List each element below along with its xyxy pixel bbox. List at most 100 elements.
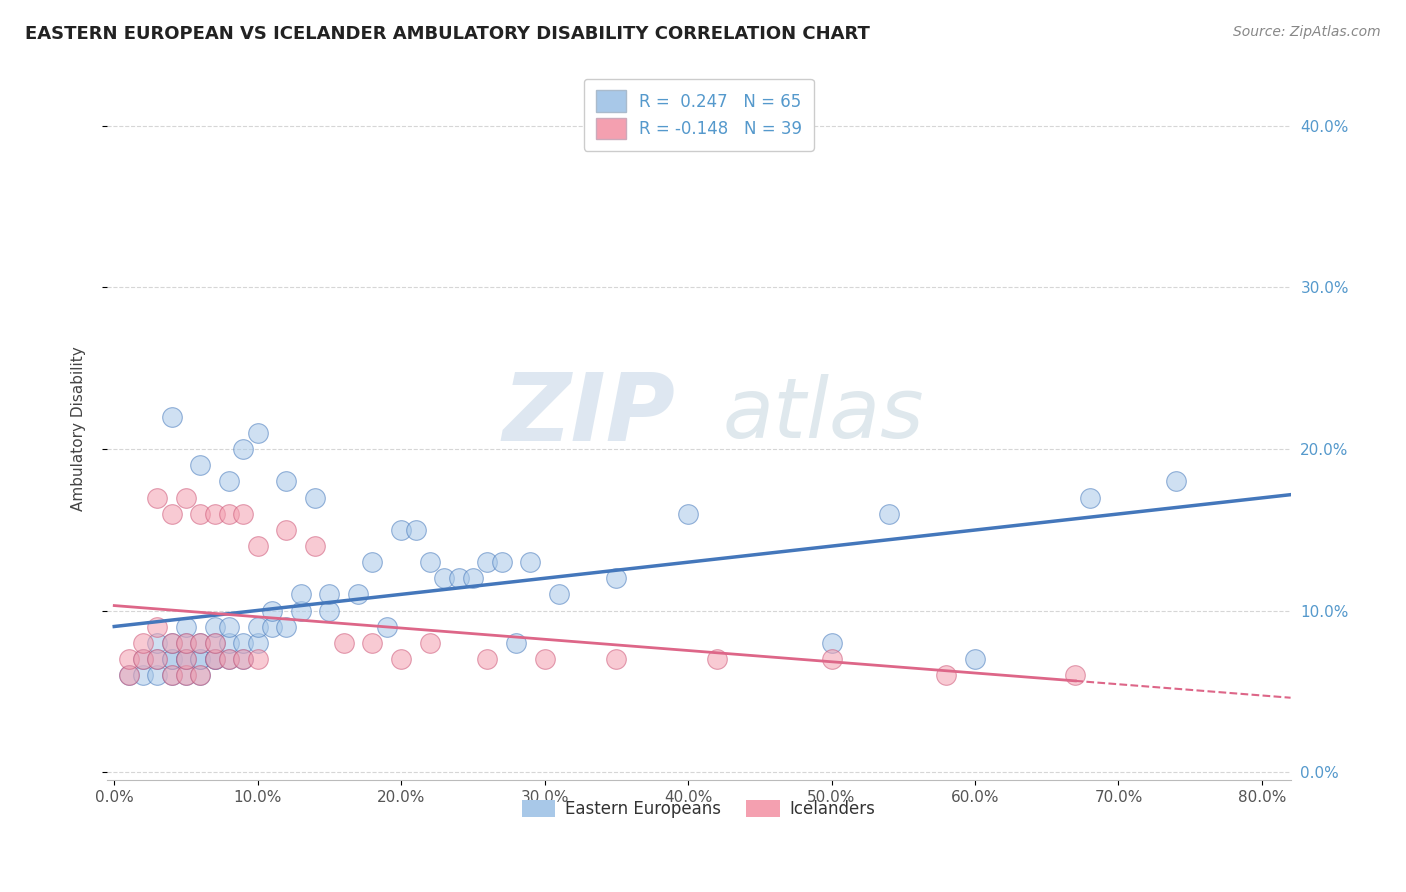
Point [174,652,197,666]
Point [160,507,183,521]
Point [160,668,183,682]
Point [160,668,183,682]
Point [519,555,541,569]
Point [461,571,484,585]
Point [419,555,441,569]
Point [433,571,456,585]
Point [218,652,240,666]
Point [188,652,211,666]
Point [246,652,269,666]
Point [174,636,197,650]
Point [117,652,139,666]
Point [1164,475,1187,489]
Point [146,636,169,650]
Point [160,409,183,424]
Point [204,636,226,650]
Point [318,604,340,618]
Point [389,652,412,666]
Point [491,555,513,569]
Point [232,442,254,456]
Point [174,668,197,682]
Y-axis label: Ambulatory Disability: Ambulatory Disability [72,346,86,511]
Point [246,539,269,553]
Point [117,668,139,682]
Point [146,652,169,666]
Point [260,620,283,634]
Point [1064,668,1087,682]
Point [188,507,211,521]
Point [188,636,211,650]
Point [174,620,197,634]
Point [447,571,470,585]
Point [820,652,842,666]
Point [218,652,240,666]
Point [419,636,441,650]
Point [290,604,312,618]
Point [218,475,240,489]
Legend: Eastern Europeans, Icelanders: Eastern Europeans, Icelanders [516,793,883,825]
Text: atlas: atlas [723,375,924,455]
Point [548,587,571,601]
Point [132,652,155,666]
Point [204,636,226,650]
Point [1078,491,1101,505]
Point [706,652,728,666]
Point [375,620,398,634]
Point [935,668,957,682]
Point [218,620,240,634]
Point [477,555,499,569]
Point [304,539,326,553]
Point [318,587,340,601]
Point [361,555,384,569]
Point [160,636,183,650]
Point [676,507,699,521]
Point [605,652,627,666]
Point [160,652,183,666]
Point [361,636,384,650]
Point [232,507,254,521]
Point [174,491,197,505]
Text: Source: ZipAtlas.com: Source: ZipAtlas.com [1233,25,1381,39]
Point [260,604,283,618]
Point [963,652,986,666]
Point [174,652,197,666]
Point [505,636,527,650]
Point [290,587,312,601]
Point [204,507,226,521]
Point [276,475,298,489]
Point [232,652,254,666]
Point [117,668,139,682]
Point [276,523,298,537]
Point [276,620,298,634]
Point [232,652,254,666]
Point [188,652,211,666]
Point [304,491,326,505]
Point [204,652,226,666]
Point [132,668,155,682]
Point [389,523,412,537]
Point [160,636,183,650]
Point [347,587,370,601]
Point [605,571,627,585]
Point [204,652,226,666]
Point [405,523,427,537]
Point [477,652,499,666]
Point [188,636,211,650]
Point [188,458,211,473]
Point [218,507,240,521]
Point [204,652,226,666]
Text: ZIP: ZIP [502,368,675,461]
Point [174,668,197,682]
Point [146,668,169,682]
Point [146,620,169,634]
Point [246,636,269,650]
Point [132,636,155,650]
Point [174,652,197,666]
Point [246,425,269,440]
Point [188,668,211,682]
Point [533,652,555,666]
Point [146,491,169,505]
Point [246,620,269,634]
Point [218,636,240,650]
Point [877,507,900,521]
